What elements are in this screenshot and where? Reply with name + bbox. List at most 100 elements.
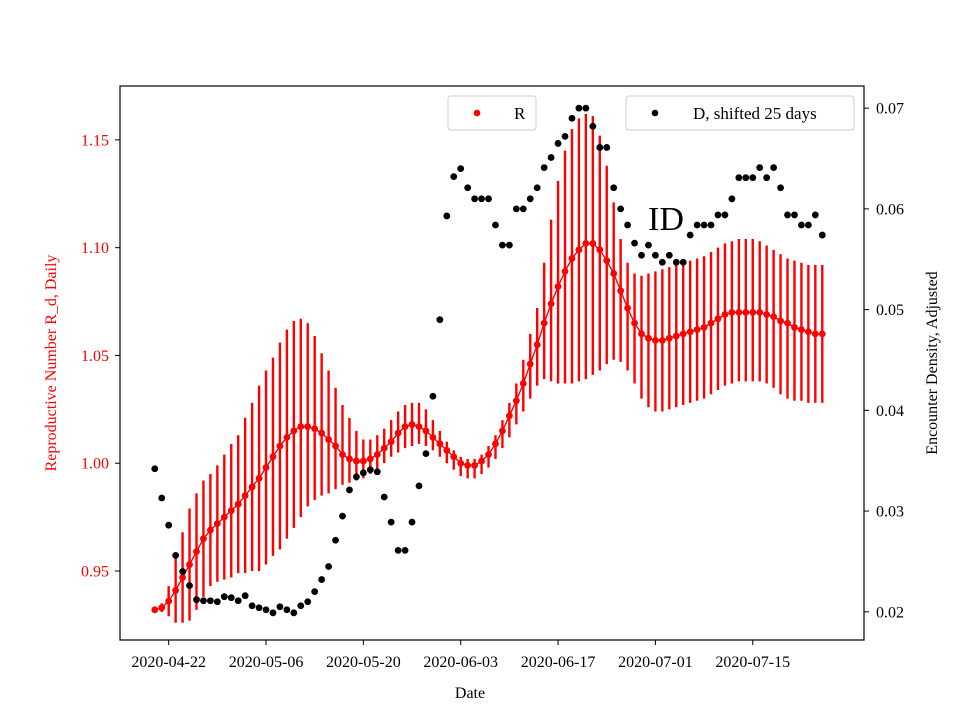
r-point [193, 548, 200, 556]
left-y-tick-label: 1.10 [81, 240, 109, 257]
d-point [561, 132, 569, 140]
d-point [436, 316, 444, 324]
d-point [262, 606, 270, 614]
right-y-tick-label: 0.07 [876, 101, 904, 118]
r-point [533, 341, 541, 349]
r-point [624, 304, 631, 312]
r-connector [543, 303, 552, 324]
legend-d-box [625, 95, 855, 131]
d-point [645, 241, 652, 249]
r-connector [529, 344, 538, 365]
r-point [617, 287, 625, 295]
r-point [290, 427, 298, 435]
d-point [380, 493, 388, 501]
r-point [700, 324, 708, 331]
x-tick-label: 2020-05-06 [229, 654, 304, 671]
r-point [200, 535, 207, 543]
r-point [499, 427, 506, 435]
r-point [220, 513, 228, 521]
d-point [492, 221, 499, 229]
d-point [658, 258, 666, 266]
r-point [777, 317, 784, 325]
d-point [505, 241, 513, 249]
d-point [679, 258, 687, 266]
r-point [269, 453, 277, 461]
d-point [749, 174, 757, 182]
legend-d-label: D, shifted 25 days [693, 104, 817, 123]
x-tick-label: 2020-06-17 [521, 654, 596, 671]
x-axis-label: Date [455, 685, 485, 702]
r-point [318, 429, 326, 437]
r-point [234, 500, 242, 508]
d-point [220, 593, 228, 601]
d-point [158, 494, 166, 502]
r-point [283, 433, 291, 441]
x-tick-label: 2020-04-22 [131, 654, 206, 671]
r-point [721, 311, 729, 318]
d-point [478, 195, 485, 203]
d-point [269, 609, 277, 617]
d-point [756, 164, 764, 171]
r-point [714, 315, 722, 323]
right-y-tick-label: 0.05 [876, 302, 904, 319]
r-point [450, 453, 458, 461]
d-point [318, 576, 326, 583]
d-point [728, 195, 736, 203]
d-point [624, 221, 631, 229]
r-point [436, 440, 444, 448]
r-point [791, 324, 798, 331]
d-point [652, 251, 659, 259]
r-point [311, 425, 319, 433]
r-point [505, 412, 513, 420]
d-point [804, 221, 812, 229]
d-point [638, 251, 645, 259]
d-point [193, 596, 200, 604]
d-point [422, 450, 430, 458]
d-point [512, 205, 520, 213]
d-point [554, 140, 562, 147]
r-point [749, 308, 757, 316]
d-point [526, 195, 534, 203]
r-points [151, 239, 826, 614]
x-axis: 2020-04-22 2020-05-06 2020-05-20 2020-06-03… [131, 640, 790, 671]
d-point [325, 563, 332, 570]
r-point [387, 438, 395, 446]
r-point [756, 308, 764, 316]
r-point [547, 300, 555, 308]
r-point [262, 464, 270, 471]
d-point [763, 174, 771, 182]
right-y-tick-label: 0.03 [876, 504, 904, 521]
d-point [450, 173, 458, 181]
d-points [151, 104, 826, 617]
d-point [798, 221, 805, 229]
d-point [811, 211, 819, 219]
d-point [742, 174, 750, 182]
d-point [415, 482, 423, 490]
d-point [290, 609, 298, 617]
d-point [353, 473, 360, 481]
r-point [679, 330, 687, 338]
right-y-axis-label: Encounter Density, Adjusted [924, 271, 941, 454]
r-point [443, 446, 451, 454]
d-point [304, 598, 312, 606]
r-point [339, 451, 346, 459]
left-y-axis: 0.95 1.00 1.05 1.10 1.15 [81, 132, 120, 581]
d-point [179, 568, 186, 575]
r-point [276, 442, 284, 450]
legend-r-box [447, 95, 537, 131]
left-y-tick-label: 1.00 [81, 456, 109, 473]
d-point [429, 392, 437, 400]
d-point [165, 521, 173, 529]
d-point [791, 211, 798, 219]
r-point [213, 520, 221, 527]
left-y-tick-label: 1.05 [81, 348, 109, 365]
d-point [784, 211, 791, 219]
r-point [151, 606, 159, 614]
d-point [596, 144, 604, 151]
r-point [179, 574, 186, 581]
right-y-tick-label: 0.04 [876, 403, 904, 420]
r-point [373, 451, 381, 459]
d-point [394, 546, 402, 554]
left-y-tick-label: 0.95 [81, 564, 109, 581]
r-point [415, 423, 423, 430]
